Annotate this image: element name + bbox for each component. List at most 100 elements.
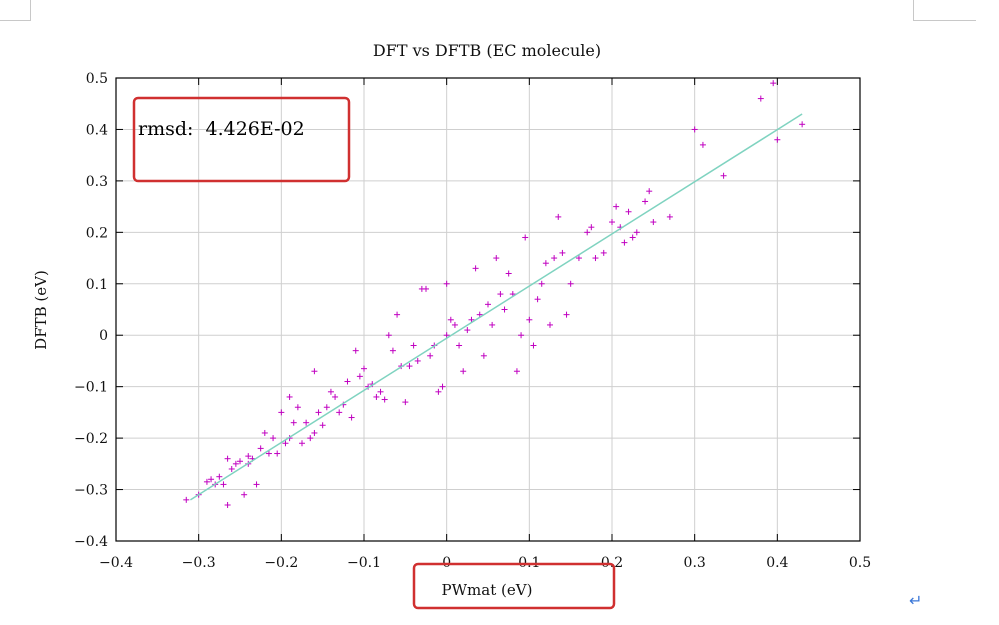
data-point — [443, 332, 450, 339]
data-point — [799, 121, 806, 128]
data-point — [460, 368, 467, 375]
data-point — [435, 388, 442, 395]
data-point — [650, 219, 657, 226]
data-point — [237, 458, 243, 465]
data-point — [588, 224, 595, 231]
data-point — [629, 234, 636, 241]
data-point — [547, 321, 553, 328]
y-tick-label: 0.5 — [86, 71, 108, 87]
data-point — [447, 316, 454, 323]
x-tick-label: −0.2 — [264, 555, 298, 571]
data-point — [530, 342, 537, 349]
data-point — [555, 213, 562, 220]
y-axis-label: DFTB (eV) — [32, 270, 50, 350]
data-point — [361, 365, 367, 372]
y-tick-label: 0 — [99, 328, 108, 344]
data-point — [278, 409, 285, 416]
data-point — [224, 455, 231, 462]
grid-lines — [116, 78, 860, 541]
xlabel-highlight-box — [412, 562, 616, 610]
y-tick-label: 0.3 — [86, 174, 108, 190]
data-point — [311, 368, 318, 375]
data-point — [774, 136, 781, 143]
data-point — [257, 445, 264, 452]
data-point — [526, 316, 533, 323]
y-tick-label: 0.2 — [86, 225, 108, 241]
data-point — [385, 332, 392, 339]
data-point — [472, 265, 479, 272]
data-point — [485, 301, 491, 308]
x-tick-label: 0.2 — [601, 555, 623, 571]
data-point — [522, 234, 529, 241]
data-point — [625, 208, 632, 215]
data-point — [394, 311, 401, 318]
y-tick-label: −0.4 — [74, 534, 108, 550]
data-point — [497, 291, 504, 298]
data-point — [501, 306, 508, 313]
chart-title: DFT vs DFTB (EC molecule) — [373, 41, 601, 60]
data-point — [183, 496, 190, 503]
data-point — [720, 172, 727, 179]
data-point — [642, 198, 649, 205]
x-tick-label: 0.5 — [849, 555, 871, 571]
x-tick-label: −0.4 — [99, 555, 133, 571]
data-point — [633, 229, 640, 236]
data-point — [666, 213, 673, 220]
page-corner-mark — [913, 0, 976, 21]
data-point — [559, 249, 566, 256]
data-point — [563, 311, 570, 318]
data-point — [534, 296, 541, 303]
data-point — [518, 332, 525, 339]
data-point — [294, 404, 301, 411]
data-point — [377, 388, 384, 395]
data-point — [352, 347, 359, 354]
data-point — [770, 80, 777, 87]
plot-frame — [115, 77, 861, 542]
data-point — [208, 476, 215, 483]
data-point — [261, 429, 268, 436]
page-corner-mark — [0, 0, 31, 21]
data-point — [356, 373, 363, 380]
data-point — [265, 450, 272, 457]
data-point — [381, 396, 388, 403]
x-tick-label: −0.3 — [182, 555, 216, 571]
data-point — [464, 327, 471, 334]
y-tick-label: −0.2 — [74, 431, 108, 447]
rmsd-highlight-box — [132, 96, 351, 183]
return-arrow-icon: ↵ — [909, 591, 923, 610]
data-point — [303, 419, 310, 426]
data-point — [410, 342, 417, 349]
data-point — [456, 342, 463, 349]
data-point — [336, 409, 343, 416]
y-tick-label: −0.3 — [74, 483, 108, 499]
data-point — [402, 399, 409, 406]
data-point — [220, 481, 227, 488]
data-point — [757, 95, 764, 102]
data-point — [224, 501, 231, 508]
data-point — [451, 321, 458, 328]
data-point — [621, 239, 628, 246]
data-point — [691, 126, 698, 133]
data-point — [232, 460, 239, 467]
data-point — [311, 429, 318, 436]
data-point — [538, 280, 545, 287]
data-point — [307, 435, 314, 442]
y-tick-label: −0.1 — [74, 380, 108, 396]
data-point — [489, 321, 496, 328]
data-point — [551, 255, 558, 262]
data-point — [315, 409, 322, 416]
data-point — [299, 440, 305, 447]
x-tick-label: 0.3 — [684, 555, 706, 571]
x-tick-label: −0.1 — [347, 555, 381, 571]
data-point — [319, 422, 326, 429]
data-point — [575, 255, 582, 262]
data-point — [613, 203, 620, 210]
data-point — [323, 404, 330, 411]
data-point — [699, 141, 706, 148]
data-point — [480, 352, 487, 359]
data-point — [216, 473, 223, 480]
data-point — [423, 285, 429, 292]
y-tick-label: 0.4 — [86, 122, 108, 138]
rmsd-annotation: rmsd: 4.426E-02 — [138, 118, 305, 140]
